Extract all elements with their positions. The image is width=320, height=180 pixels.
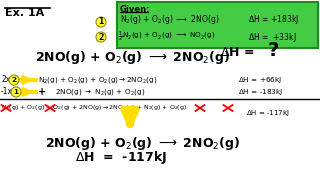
Text: $\Delta$H =: $\Delta$H =: [220, 46, 256, 58]
Text: $\Delta$H = -183kJ: $\Delta$H = -183kJ: [238, 87, 283, 97]
Text: ?: ?: [268, 40, 279, 60]
Text: 2NO(g) + O$_2$(g) $\longrightarrow$ 2NO$_2$(g): 2NO(g) + O$_2$(g) $\longrightarrow$ 2NO$…: [45, 134, 240, 152]
Text: $\Delta$H = +183kJ: $\Delta$H = +183kJ: [248, 14, 299, 26]
Text: 1: 1: [13, 89, 19, 95]
Circle shape: [9, 75, 19, 85]
Text: 2: 2: [12, 77, 17, 83]
Text: $\Delta$H =  +33kJ: $\Delta$H = +33kJ: [248, 30, 297, 44]
Text: 2: 2: [98, 33, 104, 42]
Text: $\Delta$H  =  -117kJ: $\Delta$H = -117kJ: [75, 150, 167, 166]
Text: Ex. 1A: Ex. 1A: [5, 8, 44, 18]
FancyBboxPatch shape: [117, 2, 318, 48]
Text: -1x: -1x: [1, 87, 13, 96]
Text: N$_2$(g) + O$_2$(g) $\longrightarrow$ 2NO(g): N$_2$(g) + O$_2$(g) $\longrightarrow$ 2N…: [120, 14, 220, 26]
Text: 2x: 2x: [1, 75, 10, 84]
Text: 1: 1: [98, 17, 104, 26]
Text: $\Delta$H = +66kJ: $\Delta$H = +66kJ: [238, 75, 282, 85]
Text: +: +: [38, 87, 46, 97]
Text: $\frac{1}{2}$N$_2$(g) + O$_2$(g) $\longrightarrow$ NO$_2$(g): $\frac{1}{2}$N$_2$(g) + O$_2$(g) $\longr…: [118, 30, 216, 44]
Text: N$_2$(g) + O$_2$(g) + O$_2$(g) + 2NO(g)$\rightarrow$2NO$_2$(g) + N$_2$(g) + O$_2: N$_2$(g) + O$_2$(g) + O$_2$(g) + 2NO(g)$…: [1, 103, 187, 112]
Text: 2NO(g) + O$_2$(g) $\longrightarrow$ 2NO$_2$(g): 2NO(g) + O$_2$(g) $\longrightarrow$ 2NO$…: [35, 48, 230, 66]
Circle shape: [96, 32, 106, 42]
Text: 2NO(g) $\rightarrow$ N$_2$(g) + O$_2$(g): 2NO(g) $\rightarrow$ N$_2$(g) + O$_2$(g): [55, 87, 145, 97]
Text: N$_2$(g) + O$_2$(g) + O$_2$(g)$\rightarrow$2NO$_2$(g): N$_2$(g) + O$_2$(g) + O$_2$(g)$\rightarr…: [38, 75, 157, 85]
Circle shape: [96, 17, 106, 27]
Circle shape: [11, 87, 21, 97]
Text: Given:: Given:: [120, 5, 150, 14]
Text: $\Delta$H = -117kJ: $\Delta$H = -117kJ: [246, 108, 290, 118]
